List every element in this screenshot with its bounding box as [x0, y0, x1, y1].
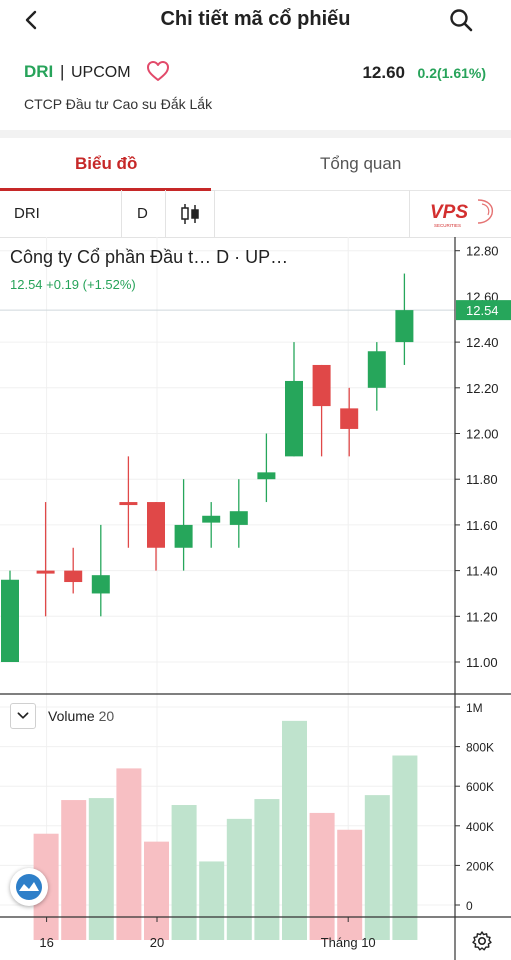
- price-tick-label: 11.80: [466, 472, 498, 487]
- price-tick-label: 11.40: [466, 564, 498, 579]
- candle-body: [312, 364, 331, 407]
- volume-bar: [199, 861, 225, 940]
- price-tick-label: 11.00: [466, 655, 498, 670]
- volume-tick-label: 0: [466, 899, 473, 913]
- candle-body: [367, 351, 386, 388]
- volume-bar: [226, 818, 252, 940]
- price-tick-label: 12.20: [466, 381, 499, 396]
- candle-body: [147, 502, 165, 548]
- candle-body: [91, 575, 110, 594]
- price-change: 0.2(1.61%): [417, 65, 486, 81]
- volume-tick-label: 600K: [466, 780, 494, 794]
- price-chart[interactable]: 12.80 12.40 12.20 12.00 11.80 11.60 11.40 11.20…: [0, 237, 511, 960]
- volume-bar: [171, 805, 197, 940]
- volume-length: 20: [98, 708, 115, 724]
- active-tab-indicator: [0, 188, 211, 191]
- volume-bar: [282, 720, 307, 940]
- volume-bar: [116, 768, 142, 940]
- chart-legend-values: 12.54 +0.19 (+1.52%): [10, 277, 136, 292]
- price-tick-label: 11.60: [466, 518, 498, 533]
- tab-chart[interactable]: Biểu đồ: [75, 154, 138, 173]
- section-divider: [0, 130, 511, 138]
- candle-body: [395, 310, 414, 343]
- vps-logo-text: VPS: [430, 202, 468, 223]
- stock-header: DRI | UPCOM 12.60 0.2(1.61%) CTCP Đầu tư…: [0, 52, 511, 130]
- price-tick-label: 11.20: [466, 609, 498, 624]
- stock-exchange: UPCOM: [71, 64, 131, 81]
- tab-overview[interactable]: Tổng quan: [320, 154, 402, 173]
- heart-outline-icon[interactable]: [146, 60, 170, 82]
- time-tick-label: Tháng 10: [321, 935, 376, 950]
- company-name: CTCP Đầu tư Cao su Đắk Lắk: [24, 96, 213, 112]
- gear-icon[interactable]: [471, 930, 493, 952]
- candlestick-icon[interactable]: [180, 203, 200, 225]
- candle-body: [285, 380, 303, 457]
- candle-body: [36, 570, 55, 574]
- volume-bar: [364, 795, 390, 940]
- toolbar-divider: [121, 190, 122, 237]
- symbol-separator: |: [60, 62, 65, 81]
- time-tick-label: 16: [39, 935, 53, 950]
- candle-body: [1, 579, 19, 663]
- chevron-down-icon: [17, 712, 29, 719]
- candle-body: [340, 408, 359, 429]
- page-title: Chi tiết mã cổ phiếu: [160, 8, 351, 30]
- chart-toolbar: DRI D VPS SECURITIES: [0, 190, 511, 238]
- current-price: 12.60: [362, 63, 405, 82]
- stock-symbol: DRI: [24, 62, 54, 81]
- volume-name: Volume: [48, 708, 95, 724]
- candle-body: [119, 502, 138, 506]
- toolbar-symbol-button[interactable]: DRI: [14, 205, 40, 222]
- area-chart-icon: [16, 874, 42, 900]
- volume-bar: [254, 799, 280, 940]
- tab-bar: Biểu đồ Tổng quan: [0, 138, 511, 191]
- volume-tick-label: 200K: [466, 859, 494, 873]
- price-tick-label: 12.00: [466, 427, 499, 442]
- candle-body: [202, 515, 221, 523]
- price-tick-label: 12.80: [466, 244, 499, 259]
- current-price-label: 12.54: [466, 303, 499, 318]
- vps-logo: VPS SECURITIES: [430, 199, 494, 228]
- chevron-left-icon[interactable]: [20, 8, 44, 32]
- toolbar-divider: [165, 190, 166, 237]
- toolbar-divider: [214, 190, 215, 237]
- volume-bar: [392, 755, 418, 940]
- volume-tick-label: 400K: [466, 820, 494, 834]
- candle-body: [257, 472, 276, 480]
- candle-body: [229, 511, 248, 525]
- toolbar-divider: [409, 190, 410, 237]
- volume-bar: [337, 829, 363, 940]
- current-price-badge: [456, 300, 511, 321]
- chart-legend-title: Công ty Cổ phần Đầu t… D · UP…: [10, 247, 289, 267]
- top-bar: Chi tiết mã cổ phiếu: [0, 0, 511, 44]
- volume-tick-label: 1M: [466, 701, 483, 715]
- volume-bar: [61, 800, 87, 940]
- chart-area[interactable]: 12.80 12.40 12.20 12.00 11.80 11.60 11.40 11.20…: [0, 237, 511, 960]
- candle-body: [174, 524, 193, 548]
- volume-tick-label: 800K: [466, 741, 494, 755]
- volume-bar: [144, 841, 169, 940]
- floating-chart-button[interactable]: [10, 868, 48, 906]
- volume-bar: [88, 798, 114, 940]
- candle-body: [64, 570, 83, 583]
- interval-button[interactable]: D: [137, 205, 148, 222]
- search-icon[interactable]: [448, 7, 474, 33]
- volume-indicator-label: Volume 20: [48, 708, 114, 724]
- vps-logo-sub: SECURITIES: [434, 223, 461, 228]
- volume-bar: [309, 812, 335, 940]
- collapse-toggle[interactable]: [10, 703, 36, 729]
- time-tick-label: 20: [150, 935, 164, 950]
- price-tick-label: 12.40: [466, 335, 499, 350]
